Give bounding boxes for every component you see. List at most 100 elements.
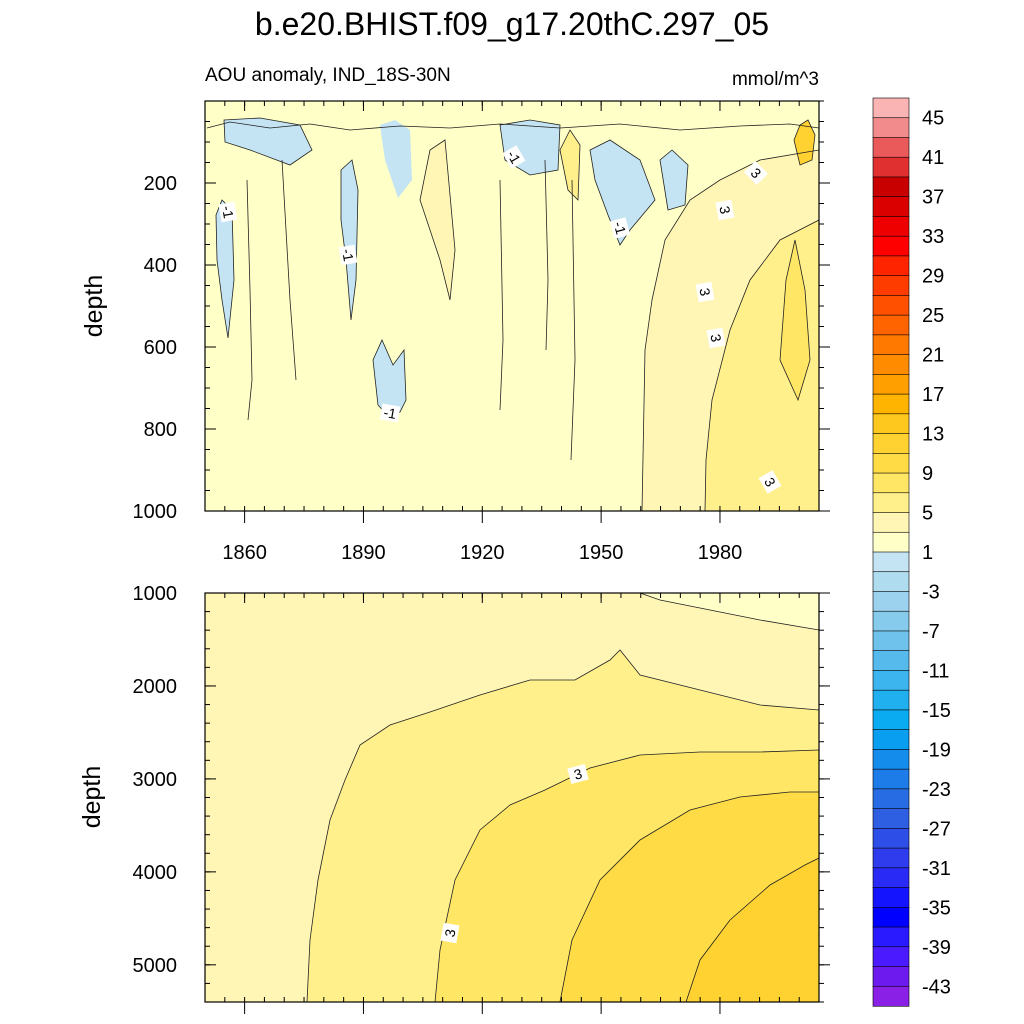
colorbar-swatch xyxy=(872,235,910,257)
lower-fill-0-1 xyxy=(640,593,819,630)
colorbar-label: -11 xyxy=(922,660,949,682)
upper-contour-label-pos-3: 3 xyxy=(696,287,713,298)
colorbar-swatch xyxy=(872,808,910,829)
colorbar-swatch xyxy=(872,255,910,277)
upper-fill-5-7a xyxy=(780,240,810,400)
colorbar-swatch xyxy=(872,907,910,928)
colorbar-label: 33 xyxy=(922,226,944,248)
colorbar-swatch xyxy=(872,334,910,356)
colorbar-swatch xyxy=(872,295,910,316)
upper-panel-fills xyxy=(216,118,819,511)
colorbar-swatch xyxy=(872,571,910,593)
colorbar-label: 17 xyxy=(922,384,944,406)
upper-neg-8 xyxy=(380,120,412,198)
upper-contour-label-neg-5: -1 xyxy=(611,220,630,236)
colorbar-label: 29 xyxy=(922,266,944,288)
colorbar-swatch xyxy=(872,650,910,672)
upper-y-tick-label: 800 xyxy=(144,419,177,441)
colorbar-swatch xyxy=(872,828,910,849)
upper-neg-6 xyxy=(590,140,655,245)
colorbar-label: 37 xyxy=(922,187,944,209)
upper-contour-15 xyxy=(570,179,576,461)
colorbar-swatch xyxy=(872,393,910,415)
upper-contour-13 xyxy=(499,179,504,411)
upper-y-tick-label: 400 xyxy=(144,255,177,277)
lower-fill-7-9 xyxy=(686,858,819,1002)
lower-contour-labels: 3 3 xyxy=(440,763,589,944)
upper-contour-2 xyxy=(372,339,407,417)
upper-y-axis: 200 400 600 800 1000 xyxy=(133,100,830,523)
colorbar-label: 9 xyxy=(922,463,933,485)
colorbar-swatch xyxy=(872,867,910,889)
colorbar-swatch xyxy=(872,670,910,691)
upper-contour-14 xyxy=(544,159,549,351)
colorbar-swatch xyxy=(872,196,910,218)
colorbar-swatch xyxy=(872,354,910,375)
upper-y-axis-title: depth xyxy=(80,275,108,338)
upper-contour-16 xyxy=(419,139,456,301)
colorbar-swatch xyxy=(872,216,910,237)
upper-neg-1 xyxy=(216,200,234,338)
lower-contour-1 xyxy=(639,593,819,631)
chart-title: b.e20.BHIST.f09_g17.20thC.297_05 xyxy=(255,6,769,42)
upper-x-tick-label: 1980 xyxy=(698,542,743,564)
colorbar-swatch xyxy=(872,156,910,178)
upper-y-tick-label: 200 xyxy=(144,173,177,195)
colorbar-swatch xyxy=(872,749,910,770)
lower-y-tick-label: 1000 xyxy=(133,583,178,605)
colorbar-swatch xyxy=(872,709,910,731)
colorbar-swatch xyxy=(872,946,910,968)
upper-contour-12 xyxy=(281,159,297,381)
upper-neg-3 xyxy=(341,160,358,320)
colorbar-label: 41 xyxy=(922,147,944,169)
upper-x-axis: 1860 1890 1920 1950 1980 xyxy=(204,101,820,564)
upper-contour-17 xyxy=(559,129,581,201)
lower-y-tick-label: 4000 xyxy=(133,862,178,884)
upper-contour-7 xyxy=(659,149,689,211)
colorbar-swatch xyxy=(872,97,910,119)
colorbar-label: 21 xyxy=(922,345,944,367)
lower-y-axis-title: depth xyxy=(78,766,106,829)
colorbar-swatch xyxy=(872,314,910,336)
lower-y-axis: 1000 2000 3000 4000 5000 xyxy=(133,583,830,1003)
upper-contour-5 xyxy=(499,119,561,176)
colorbar-label: 25 xyxy=(922,305,944,327)
upper-contour-11 xyxy=(246,179,253,421)
lower-y-tick-label: 5000 xyxy=(133,955,178,977)
upper-contour-label-pos-2: 3 xyxy=(716,205,733,216)
colorbar-swatch xyxy=(872,847,910,869)
colorbar-label: 5 xyxy=(922,503,933,525)
colorbar-swatch xyxy=(872,137,910,158)
lower-contours xyxy=(306,593,819,1002)
upper-contour-3 xyxy=(340,159,359,321)
colorbar-swatch xyxy=(872,531,910,553)
lower-contour-2 xyxy=(306,649,819,1002)
colorbar-swatch xyxy=(872,453,910,474)
colorbar-swatch xyxy=(872,433,910,454)
colorbar-swatch xyxy=(872,887,910,908)
lower-x-axis xyxy=(204,593,820,1014)
colorbar-swatch xyxy=(872,374,910,395)
lower-contour-label-1: 3 xyxy=(572,765,584,783)
upper-contours xyxy=(206,117,819,511)
upper-contour-1 xyxy=(215,199,235,339)
upper-contour-labels: -1 -1 -1 -1 -1 3 3 3 3 3 xyxy=(218,145,782,494)
colorbar-swatch xyxy=(872,729,910,750)
colorbar-swatch xyxy=(872,985,910,1007)
colorbar-swatch xyxy=(872,275,910,296)
colorbar-swatch xyxy=(872,413,910,435)
colorbar-label: -7 xyxy=(922,621,940,643)
colorbar xyxy=(872,97,910,1007)
colorbar-label: -23 xyxy=(922,779,951,801)
upper-contour-19 xyxy=(206,121,819,131)
upper-neg-7 xyxy=(660,150,688,210)
upper-fill-1-3b xyxy=(420,140,455,300)
upper-x-tick-label: 1950 xyxy=(579,542,624,564)
colorbar-swatch xyxy=(872,492,910,514)
upper-contour-9 xyxy=(704,219,819,511)
upper-panel: -1 -1 -1 -1 -1 3 3 3 3 3 200 400 600 800 100… xyxy=(80,100,830,564)
colorbar-swatch xyxy=(872,472,910,494)
colorbar-label: -35 xyxy=(922,897,951,919)
colorbar-swatch xyxy=(872,966,910,987)
upper-neg-4 xyxy=(224,118,312,165)
